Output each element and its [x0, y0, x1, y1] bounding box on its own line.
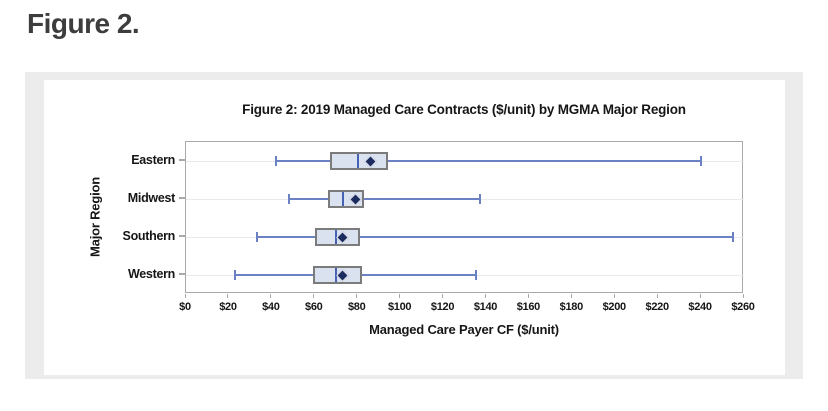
x-axis-tick-label: $260	[731, 301, 755, 313]
category-label-midwest: Midwest	[127, 191, 176, 205]
x-axis-tick	[270, 294, 272, 298]
x-axis-tick	[356, 294, 358, 298]
x-axis-tick-label: $220	[645, 301, 670, 313]
whisker-cap-min	[275, 156, 278, 166]
x-axis-tick	[699, 294, 701, 298]
whisker-line	[276, 160, 702, 162]
x-axis-tick-label: $80	[347, 301, 366, 313]
whisker-cap-min	[234, 270, 237, 280]
x-axis-tick-label: $240	[688, 301, 712, 313]
x-axis-tick-label: $140	[473, 301, 498, 313]
median-line	[341, 192, 344, 206]
x-axis-tick	[527, 294, 529, 298]
median-line	[335, 268, 338, 282]
page-title: Figure 2.	[27, 8, 140, 39]
median-line	[335, 230, 338, 244]
whisker-cap-max	[700, 156, 703, 166]
x-axis-tick	[184, 294, 186, 298]
iqr-box	[329, 152, 388, 170]
x-axis-title: Managed Care Payer CF ($/unit)	[369, 322, 559, 337]
whisker-cap-max	[479, 194, 482, 204]
whisker-cap-min	[288, 194, 290, 204]
whisker-cap-max	[474, 270, 477, 280]
whisker-cap-max	[732, 232, 735, 242]
x-axis-tick	[613, 294, 615, 298]
x-axis-tick-label: $120	[430, 301, 455, 313]
x-axis-tick	[570, 294, 572, 298]
whisker-line	[289, 198, 480, 200]
whisker-line	[256, 236, 734, 238]
x-axis-tick-label: $200	[602, 301, 627, 313]
median-line	[356, 154, 359, 168]
figure-panel: Figure 2: 2019 Managed Care Contracts ($…	[25, 72, 803, 379]
chart-card: Figure 2: 2019 Managed Care Contracts ($…	[44, 80, 785, 375]
category-label-southern: Southern	[122, 229, 176, 243]
x-axis-tick-label: $0	[179, 301, 191, 313]
x-axis-tick	[399, 294, 401, 298]
x-axis-tick	[313, 294, 315, 298]
chart-title: Figure 2: 2019 Managed Care Contracts ($…	[242, 102, 686, 117]
x-axis-tick	[742, 294, 744, 298]
x-axis-tick-label: $20	[219, 301, 237, 313]
category-label-western: Western	[128, 267, 175, 281]
x-axis-tick	[442, 294, 444, 298]
x-axis-tick-label: $160	[516, 301, 541, 313]
x-axis-tick-label: $40	[262, 301, 280, 313]
category-label-eastern: Eastern	[131, 153, 175, 167]
y-axis-title: Major Region	[87, 177, 103, 257]
plot-area	[185, 141, 744, 293]
x-axis-tick	[484, 294, 486, 298]
x-axis-tick-label: $100	[387, 301, 412, 313]
x-axis-tick	[227, 294, 229, 298]
x-axis-tick	[656, 294, 658, 298]
whisker-cap-min	[255, 232, 258, 242]
x-axis-tick-label: $60	[305, 301, 323, 313]
x-axis-tick-label: $180	[559, 301, 584, 313]
